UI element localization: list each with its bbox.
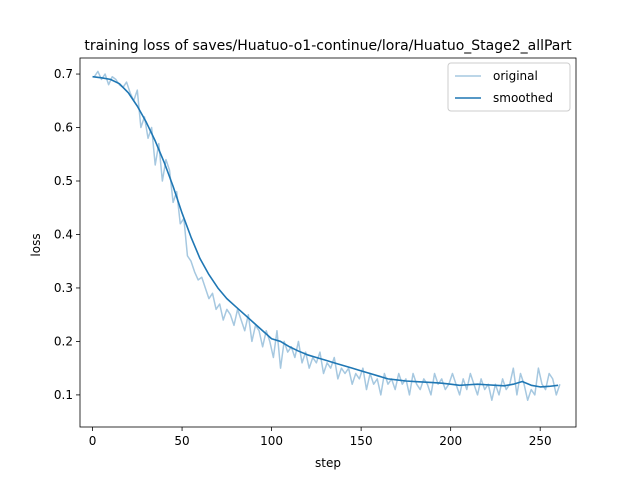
axes-layer: 0 50 100 150 200 250 0.1 0.2 0.3 0.4 0.5 0.6 0.7 [54, 57, 577, 448]
y-tick-label: 0.3 [54, 281, 73, 295]
series-line-smoothed [92, 75, 559, 388]
x-axis-label: step [315, 456, 341, 470]
x-tick-label: 250 [529, 434, 552, 448]
legend-label-smoothed: smoothed [493, 91, 553, 105]
chart-title: training loss of saves/Huatuo-o1-continu… [84, 38, 572, 54]
plot-frame [79, 57, 577, 428]
y-tick-label: 0.7 [54, 67, 73, 81]
y-tick-label: 0.4 [54, 227, 73, 241]
series-layer [92, 70, 561, 402]
y-tick-label: 0.1 [54, 388, 73, 402]
legend: original smoothed [447, 62, 571, 112]
y-axis-label: loss [29, 233, 43, 256]
x-tick-label: 50 [174, 434, 189, 448]
x-tick-label: 0 [89, 434, 97, 448]
series-line-original [93, 70, 561, 402]
x-tick-label: 150 [350, 434, 373, 448]
y-tick-label: 0.2 [54, 334, 73, 348]
legend-box [447, 62, 571, 112]
y-tick-label: 0.5 [54, 174, 73, 188]
x-tick-label: 200 [439, 434, 462, 448]
legend-label-original: original [493, 69, 538, 83]
y-tick-label: 0.6 [54, 121, 73, 135]
x-tick-label: 100 [260, 434, 283, 448]
